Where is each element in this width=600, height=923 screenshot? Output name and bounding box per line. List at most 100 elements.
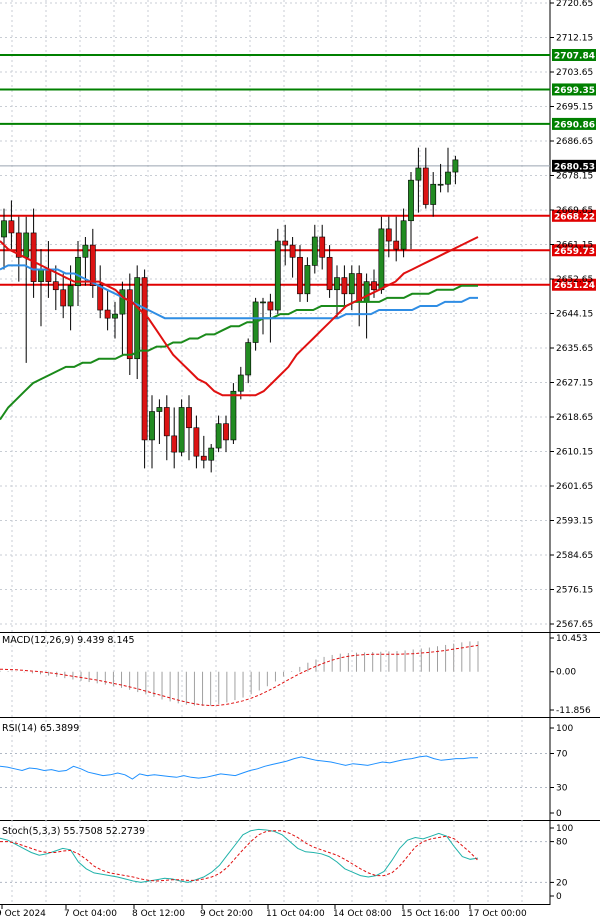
candle-body (75, 256, 81, 286)
level-tag (552, 117, 596, 130)
candle-body (319, 236, 326, 258)
time-tick-label: 17 Oct 00:00 (468, 909, 527, 919)
price-tick-label: 2601.65 (556, 482, 593, 492)
candle-body (341, 277, 348, 295)
macd-tick-label: -11.856 (556, 706, 591, 716)
candle-body (430, 183, 437, 205)
macd-panel: 10.453 0.00 -11.856 (0, 634, 591, 716)
candle-body (112, 313, 118, 319)
macd-tick-label: 0.00 (556, 668, 576, 678)
price-tick-label: 2567.65 (556, 620, 593, 630)
candle-body (297, 256, 303, 295)
candle-body (52, 281, 59, 291)
time-tick-label: 8 Oct 12:00 (132, 909, 185, 919)
candle-body (104, 309, 111, 319)
candle-body (289, 244, 296, 258)
price-tick-label: 2712.15 (556, 33, 593, 43)
candle-body (23, 232, 30, 258)
price-tick-label: 2635.65 (556, 344, 593, 354)
ma-slow-line (0, 264, 478, 320)
level-value: 2659.73 (554, 247, 595, 257)
candle-body (223, 423, 229, 441)
macd-signal-line (0, 644, 479, 707)
time-tick-label: 15 Oct 16:00 (401, 909, 460, 919)
candle-body (311, 236, 318, 266)
candle-body (452, 159, 459, 173)
candle-body (186, 407, 192, 429)
rsi-tick-label: 70 (556, 750, 568, 760)
price-tick-label: 2652.65 (556, 275, 593, 285)
rsi-line (0, 755, 478, 780)
time-tick-label: 7 Oct 04:00 (64, 909, 117, 919)
price-tick-label: 2644.15 (556, 309, 593, 319)
candle-body (38, 269, 44, 282)
candlesticks (1, 147, 459, 473)
level-value: 2668.22 (554, 212, 595, 222)
rsi-tick-label: 0 (556, 809, 562, 819)
price-tick-label: 2678.15 (556, 171, 593, 181)
candle-body (393, 240, 400, 250)
candle-body (304, 265, 311, 295)
ma-long-line (0, 284, 478, 421)
candle-body (82, 244, 89, 258)
level-value: 2699.35 (554, 86, 595, 96)
rsi-tick-label: 100 (556, 724, 573, 734)
rsi-panel: 100 70 30 0 (0, 724, 573, 819)
candle-body (400, 220, 407, 250)
candle-body (267, 301, 274, 311)
level-value: 2707.84 (554, 51, 595, 61)
price-tick-label: 2720.65 (556, 0, 593, 9)
level-tag (552, 209, 596, 222)
candle-body (89, 244, 96, 286)
stoch-k-line (0, 828, 479, 883)
candle-body (119, 289, 126, 315)
time-tick-label: 9 Oct 20:00 (200, 909, 253, 919)
price-tick-label: 2686.65 (556, 137, 593, 147)
price-tick-label: 2661.15 (556, 240, 593, 250)
candle-body (363, 281, 370, 303)
price-tick-label: 2695.15 (556, 102, 593, 112)
price-tick-label: 2618.65 (556, 413, 593, 423)
candle-body (171, 435, 178, 453)
price-tick-label: 2576.15 (556, 585, 593, 595)
ma-fast-line (0, 236, 479, 397)
candle-body (230, 390, 237, 441)
candle-body (348, 273, 355, 295)
time-tick-label: 11 Oct 04:00 (266, 909, 325, 919)
macd-label: MACD(12,26,9) 9.439 8.145 (2, 635, 135, 646)
candle-body (215, 423, 222, 449)
level-value: 2651.24 (554, 281, 595, 291)
time-tick-label: 9 Oct 2024 (0, 909, 46, 919)
grid (0, 0, 550, 904)
stoch-d-line (0, 830, 479, 882)
candle-body (408, 179, 414, 222)
candle-body (45, 269, 52, 282)
candle-body (437, 183, 444, 186)
stochastic-panel: 100 80 20 0 (0, 824, 573, 902)
candle-body (385, 228, 392, 242)
level-tag (552, 48, 596, 61)
candle-body (422, 167, 429, 205)
level-value: 2690.86 (554, 120, 595, 130)
candle-body (208, 447, 215, 461)
rsi-label: RSI(14) 65.3899 (2, 723, 79, 734)
stoch-tick-label: 80 (556, 838, 568, 848)
candle-body (134, 277, 141, 360)
candle-body (156, 407, 163, 412)
stoch-tick-label: 0 (556, 892, 562, 902)
current-price-value: 2680.53 (554, 162, 595, 172)
level-tag (552, 244, 596, 257)
candle-body (237, 374, 244, 392)
price-tick-label: 2703.65 (556, 68, 593, 78)
candle-body (178, 407, 185, 453)
candle-body (326, 256, 333, 291)
time-tick-label: 14 Oct 08:00 (333, 909, 392, 919)
candle-body (193, 427, 200, 457)
price-tick-label: 2584.65 (556, 551, 593, 561)
candle-body (415, 167, 422, 181)
stoch-tick-label: 100 (556, 824, 573, 834)
candle-body (15, 232, 22, 258)
candle-body (282, 240, 289, 246)
